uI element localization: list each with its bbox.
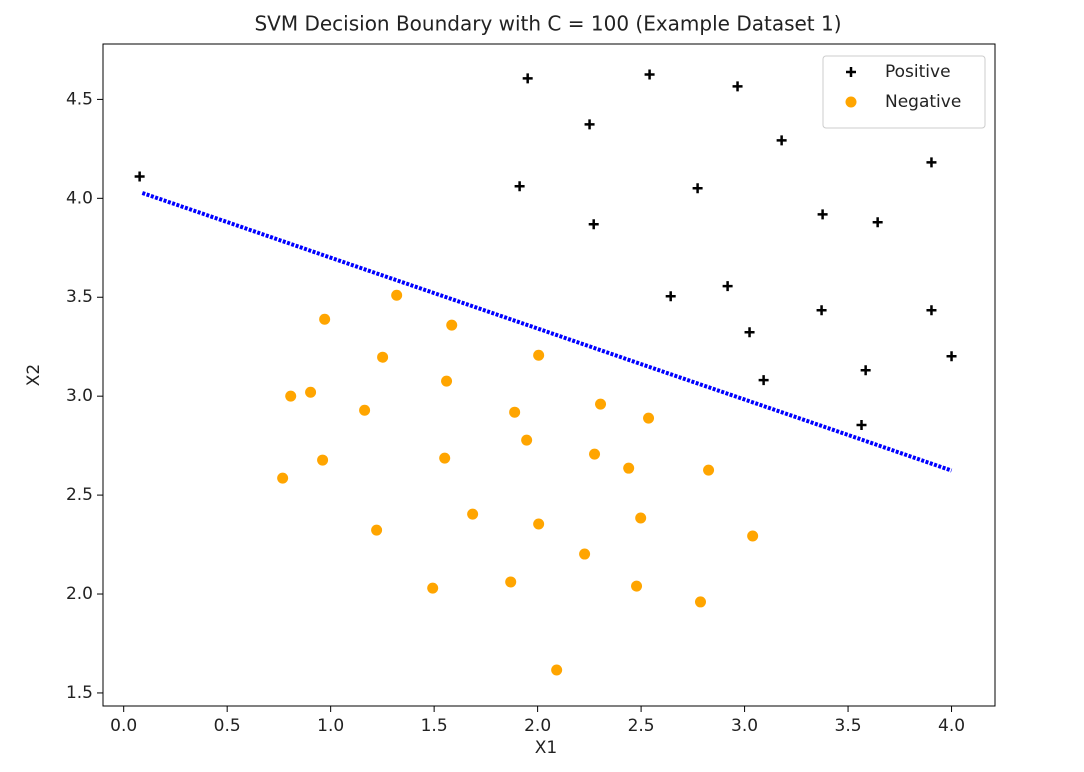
positive-point (732, 81, 743, 92)
negative-point (446, 319, 458, 331)
y-tick-label: 3.0 (66, 386, 93, 406)
negative-point (589, 448, 601, 460)
positive-point (644, 69, 655, 80)
y-tick-label: 4.5 (66, 89, 93, 109)
negative-point (439, 452, 451, 464)
negative-point (277, 472, 289, 484)
positive-point (872, 217, 883, 228)
negative-point (319, 313, 331, 325)
positive-point (817, 209, 828, 220)
y-tick-label: 2.5 (66, 485, 93, 505)
positive-point (692, 183, 703, 194)
positive-point (758, 375, 769, 386)
negative-point (377, 351, 389, 363)
legend-marker (846, 67, 856, 77)
negative-point (595, 398, 607, 410)
positive-point (926, 305, 937, 316)
negative-point (305, 386, 317, 398)
x-tick-label: 3.0 (731, 716, 758, 736)
positive-point (514, 181, 525, 192)
positive-point (588, 219, 599, 230)
negative-point (635, 512, 647, 524)
negative-point (631, 580, 643, 592)
positive-point (816, 305, 827, 316)
positive-point (856, 420, 867, 431)
legend-label: Negative (885, 92, 961, 112)
positive-point (744, 327, 755, 338)
x-tick-label: 1.0 (317, 716, 344, 736)
decision-boundary (141, 191, 953, 473)
x-axis-label: X1 (535, 738, 557, 758)
negative-point (505, 576, 517, 588)
positive-point (926, 157, 937, 168)
positive-point (722, 281, 733, 292)
negative-point (521, 434, 533, 446)
negative-point (391, 289, 403, 301)
x-tick-label: 2.5 (628, 716, 655, 736)
positive-point (584, 119, 595, 130)
x-tick-label: 0.0 (110, 716, 137, 736)
negative-point (467, 508, 479, 520)
negative-point (643, 412, 655, 424)
negative-point (427, 582, 439, 594)
positive-point (134, 171, 145, 182)
negative-point (703, 464, 715, 476)
x-tick-label: 3.5 (835, 716, 862, 736)
negative-point (533, 349, 545, 361)
negative-point (747, 530, 759, 542)
negative-point (579, 548, 591, 560)
negative-point (371, 524, 383, 536)
plot-frame (102, 43, 996, 707)
negative-point (441, 375, 453, 387)
chart-title: SVM Decision Boundary with C = 100 (Exam… (254, 12, 841, 36)
negative-point (694, 596, 706, 608)
negative-point (623, 462, 635, 474)
legend-marker (845, 96, 857, 108)
y-tick-label: 2.0 (66, 584, 93, 604)
y-tick-label: 1.5 (66, 683, 93, 703)
negative-point (285, 390, 297, 402)
negative-point (317, 454, 329, 466)
negative-point (509, 406, 521, 418)
x-tick-label: 1.5 (421, 716, 448, 736)
y-tick-label: 3.5 (66, 287, 93, 307)
positive-point (776, 135, 787, 146)
positive-point (522, 73, 533, 84)
y-axis-label: X2 (24, 364, 44, 386)
positive-point (946, 351, 957, 362)
x-tick-label: 0.5 (214, 716, 241, 736)
negative-point (551, 664, 563, 676)
negative-point (533, 518, 545, 530)
x-tick-label: 2.0 (524, 716, 551, 736)
legend-box (822, 55, 986, 129)
y-tick-label: 4.0 (66, 188, 93, 208)
negative-point (359, 404, 371, 416)
x-tick-label: 4.0 (938, 716, 965, 736)
positive-point (665, 291, 676, 302)
legend-label: Positive (885, 62, 951, 82)
positive-point (860, 365, 871, 376)
